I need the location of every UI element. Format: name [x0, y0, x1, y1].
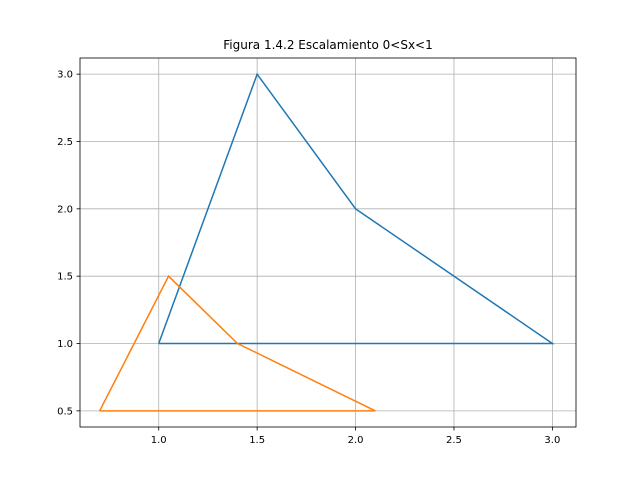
chart-title: Figura 1.4.2 Escalamiento 0<Sx<1 — [223, 38, 432, 52]
x-tick-label-4: 3.0 — [544, 435, 560, 446]
x-tick-label-3: 2.5 — [446, 435, 462, 446]
axes-layer: 1.0 1.5 2.0 2.5 3.0 0.5 1.0 1.5 2.0 2.5 3.0 — [57, 57, 577, 446]
y-tick-label-4: 2.5 — [57, 137, 73, 148]
series-line-0 — [158, 72, 555, 345]
y-tick-label-3: 2.0 — [57, 204, 73, 215]
series-layer — [99, 72, 555, 412]
y-tick-label-1: 1.0 — [57, 339, 73, 350]
axes-frame — [79, 57, 577, 428]
x-tick-label-2: 2.0 — [348, 435, 364, 446]
y-tick-label-5: 3.0 — [57, 70, 73, 81]
y-tick-label-0: 0.5 — [57, 406, 73, 417]
x-tick-label-0: 1.0 — [151, 435, 167, 446]
series-line-1 — [99, 274, 376, 412]
x-tick-label-1: 1.5 — [249, 435, 265, 446]
y-tick-label-2: 1.5 — [57, 272, 73, 283]
